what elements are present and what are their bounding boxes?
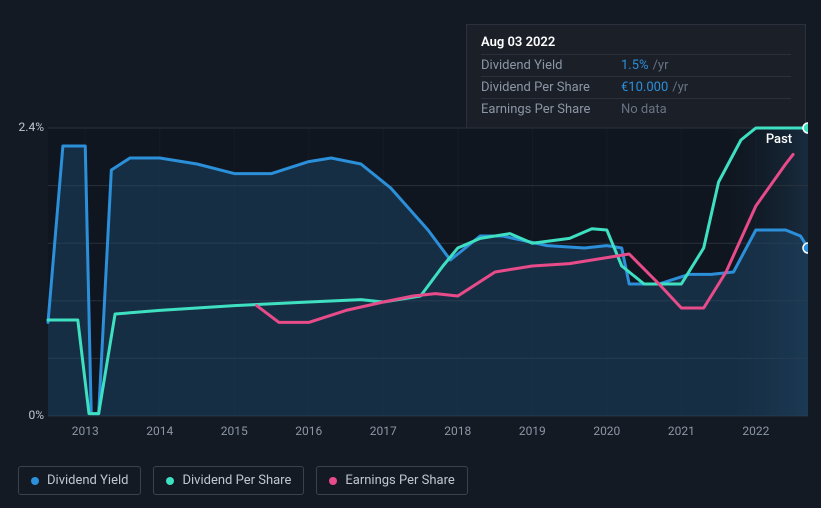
tooltip-date: Aug 03 2022 xyxy=(481,35,791,54)
legend-dot-icon xyxy=(329,477,337,485)
tooltip-row-unit: /yr xyxy=(672,80,688,95)
y-axis-label: 2.4% xyxy=(18,120,44,134)
x-axis-label: 2016 xyxy=(295,424,322,438)
x-axis-label: 2014 xyxy=(146,424,173,438)
tooltip-row-label: Dividend Yield xyxy=(481,58,621,73)
x-axis-label: 2019 xyxy=(519,424,546,438)
x-axis-label: 2021 xyxy=(668,424,695,438)
legend-dot-icon xyxy=(166,477,174,485)
legend-item[interactable]: Dividend Per Share xyxy=(153,466,304,495)
tooltip-row-unit: /yr xyxy=(653,58,669,73)
past-label: Past xyxy=(766,132,792,147)
legend-item[interactable]: Earnings Per Share xyxy=(316,466,467,495)
x-axis-label: 2018 xyxy=(444,424,471,438)
x-axis-label: 2022 xyxy=(742,424,769,438)
y-axis-label: 0% xyxy=(18,408,44,422)
legend-item[interactable]: Dividend Yield xyxy=(18,466,141,495)
legend-dot-icon xyxy=(31,477,39,485)
dividend-chart[interactable]: 0%2.4% 201320142015201620172018201920202… xyxy=(18,108,808,428)
tooltip-row: Dividend Yield1.5% /yr xyxy=(481,54,791,76)
x-axis-label: 2017 xyxy=(370,424,397,438)
legend-label: Dividend Yield xyxy=(47,473,128,488)
x-axis-label: 2020 xyxy=(593,424,620,438)
x-axis-label: 2013 xyxy=(72,424,99,438)
tooltip-row-value: €10.000 xyxy=(621,80,668,95)
tooltip-row-label: Dividend Per Share xyxy=(481,80,621,95)
legend-label: Dividend Per Share xyxy=(182,473,291,488)
tooltip-row: Dividend Per Share€10.000/yr xyxy=(481,76,791,98)
legend-label: Earnings Per Share xyxy=(345,473,454,488)
chart-legend: Dividend Yield Dividend Per Share Earnings… xyxy=(18,466,468,495)
tooltip-row-value: 1.5% xyxy=(621,58,649,73)
x-axis-label: 2015 xyxy=(221,424,248,438)
